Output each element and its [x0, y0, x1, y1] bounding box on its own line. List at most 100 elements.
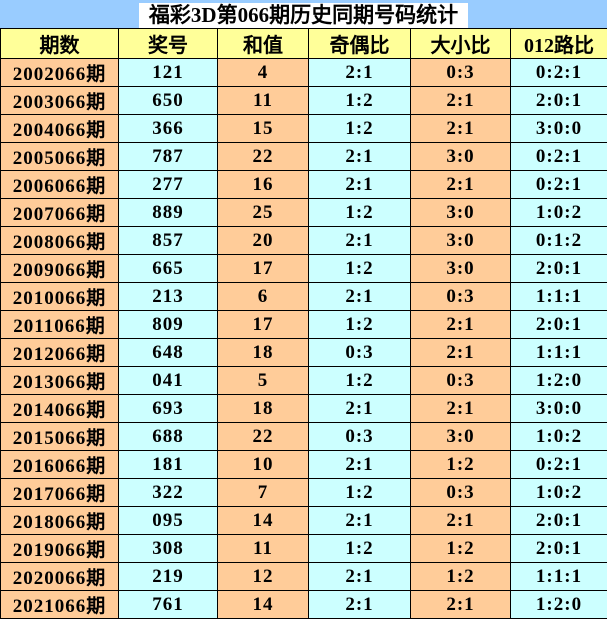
table-cell: 0:3 [411, 283, 511, 311]
table-cell: 2:1 [411, 591, 511, 619]
table-cell: 665 [119, 255, 218, 283]
table-cell: 25 [218, 199, 309, 227]
table-cell: 11 [218, 87, 309, 115]
table-cell: 1:2 [309, 87, 411, 115]
table-cell: 2:1 [309, 451, 411, 479]
table-cell: 2007066期 [1, 199, 119, 227]
column-header: 期数 [1, 29, 119, 59]
table-cell: 3:0:0 [511, 115, 607, 143]
table-cell: 219 [119, 563, 218, 591]
table-cell: 693 [119, 395, 218, 423]
table-cell: 2:1 [309, 283, 411, 311]
table-cell: 2005066期 [1, 143, 119, 171]
table-cell: 2:1 [411, 171, 511, 199]
table-cell: 366 [119, 115, 218, 143]
table-cell: 17 [218, 311, 309, 339]
table-cell: 2020066期 [1, 563, 119, 591]
table-cell: 6 [218, 283, 309, 311]
table-cell: 18 [218, 339, 309, 367]
table-cell: 1:2 [309, 535, 411, 563]
table-cell: 22 [218, 423, 309, 451]
table-cell: 1:1:1 [511, 563, 607, 591]
table-cell: 2:1 [309, 59, 411, 87]
table-cell: 1:0:2 [511, 479, 607, 507]
table-cell: 787 [119, 143, 218, 171]
table-cell: 2010066期 [1, 283, 119, 311]
table-cell: 14 [218, 507, 309, 535]
table-cell: 2:0:1 [511, 311, 607, 339]
table-cell: 0:2:1 [511, 143, 607, 171]
title-bar: 福彩3D第066期历史同期号码统计 [0, 0, 607, 28]
column-header: 奖号 [119, 29, 218, 59]
page-title: 福彩3D第066期历史同期号码统计 [139, 3, 468, 28]
table-cell: 0:3 [411, 367, 511, 395]
table-cell: 2016066期 [1, 451, 119, 479]
table-cell: 7 [218, 479, 309, 507]
table-cell: 14 [218, 591, 309, 619]
table-cell: 1:0:2 [511, 199, 607, 227]
table-cell: 12 [218, 563, 309, 591]
table-cell: 20 [218, 227, 309, 255]
table-cell: 1:2 [309, 479, 411, 507]
table-cell: 2:1 [411, 507, 511, 535]
table-cell: 2004066期 [1, 115, 119, 143]
table-cell: 5 [218, 367, 309, 395]
table-cell: 2:1 [411, 395, 511, 423]
table-cell: 2:0:1 [511, 507, 607, 535]
table-cell: 2:1 [309, 395, 411, 423]
table-cell: 1:2 [411, 451, 511, 479]
table-cell: 889 [119, 199, 218, 227]
table-cell: 1:1:1 [511, 339, 607, 367]
table-cell: 2021066期 [1, 591, 119, 619]
table-cell: 2014066期 [1, 395, 119, 423]
table-cell: 2006066期 [1, 171, 119, 199]
table-cell: 1:2 [309, 115, 411, 143]
table-cell: 761 [119, 591, 218, 619]
table-cell: 2:0:1 [511, 255, 607, 283]
table-cell: 0:3 [411, 59, 511, 87]
table-cell: 2:1 [411, 311, 511, 339]
table-cell: 4 [218, 59, 309, 87]
table-cell: 3:0 [411, 143, 511, 171]
table-cell: 857 [119, 227, 218, 255]
table-cell: 2015066期 [1, 423, 119, 451]
table-cell: 0:1:2 [511, 227, 607, 255]
table-cell: 2:1 [411, 339, 511, 367]
table-cell: 2:1 [309, 143, 411, 171]
table-cell: 0:2:1 [511, 171, 607, 199]
table-cell: 1:2 [309, 199, 411, 227]
table-cell: 3:0 [411, 199, 511, 227]
table-cell: 650 [119, 87, 218, 115]
table-cell: 3:0 [411, 423, 511, 451]
table-cell: 0:3 [309, 339, 411, 367]
table-cell: 10 [218, 451, 309, 479]
column-header: 大小比 [411, 29, 511, 59]
column-header: 奇偶比 [309, 29, 411, 59]
table-cell: 2019066期 [1, 535, 119, 563]
table-cell: 1:2 [411, 563, 511, 591]
table-cell: 2:1 [309, 507, 411, 535]
table-cell: 3:0 [411, 255, 511, 283]
table-cell: 2:1 [411, 87, 511, 115]
table-cell: 2002066期 [1, 59, 119, 87]
table-cell: 3:0 [411, 227, 511, 255]
table-cell: 2009066期 [1, 255, 119, 283]
table-cell: 15 [218, 115, 309, 143]
table-cell: 2013066期 [1, 367, 119, 395]
